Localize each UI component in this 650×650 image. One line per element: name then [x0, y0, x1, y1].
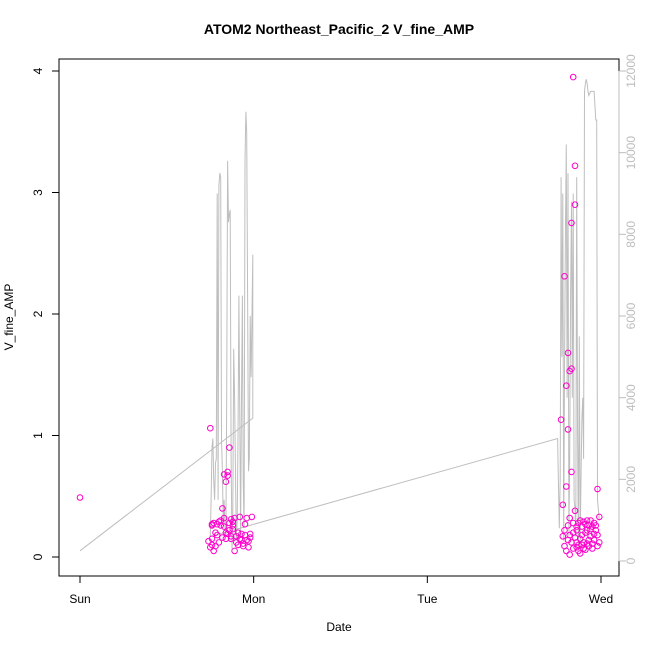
data-point: [566, 514, 574, 522]
data-point: [227, 535, 235, 543]
data-point: [217, 522, 224, 529]
data-point: [564, 349, 572, 357]
data-point: [596, 539, 603, 546]
data-point: [559, 533, 567, 540]
data-point: [563, 547, 570, 555]
data-point: [589, 523, 596, 530]
data-point: [594, 542, 601, 550]
data-point: [215, 518, 223, 526]
y-tick-label: 3: [31, 189, 45, 196]
right-y-tick-label: 10000: [624, 136, 638, 170]
data-point: [568, 219, 575, 227]
data-point: [594, 531, 601, 539]
data-point: [563, 483, 570, 490]
x-tick-label: Wed: [589, 592, 613, 606]
right-y-tick-label: 6000: [624, 302, 638, 329]
y-tick-label: 4: [31, 67, 45, 74]
data-point: [215, 539, 223, 546]
data-point: [561, 527, 568, 534]
data-point: [213, 531, 221, 539]
data-point: [594, 485, 601, 493]
right-y-tick-label: 2000: [624, 466, 638, 493]
data-point: [219, 505, 226, 512]
data-point: [576, 517, 584, 524]
x-tick-label: Sun: [69, 592, 90, 606]
data-point: [220, 514, 228, 522]
data-point: [568, 468, 575, 476]
data-point: [580, 545, 587, 552]
data-point: [207, 424, 214, 432]
x-axis: Sun Mon Tue Wed: [69, 575, 613, 606]
data-point: [596, 513, 603, 521]
data-point: [226, 444, 233, 451]
data-point: [589, 545, 596, 552]
right-y-tick-label: 0: [624, 557, 638, 564]
right-y-tick-label: 8000: [624, 221, 638, 248]
data-point: [229, 522, 237, 529]
series-line-group: [79, 79, 600, 552]
data-point: [238, 530, 245, 538]
data-point: [208, 541, 216, 549]
data-point: [573, 527, 581, 534]
data-point: [246, 534, 254, 541]
data-point: [590, 536, 598, 544]
x-tick-label: Tue: [417, 592, 438, 606]
data-point: [229, 525, 237, 533]
data-point: [224, 468, 231, 476]
data-point: [592, 522, 600, 529]
data-point: [561, 273, 568, 280]
data-point: [563, 382, 570, 390]
data-point: [208, 535, 216, 543]
data-point: [234, 529, 242, 537]
y-axis: 0 1 2 3 4: [31, 67, 60, 560]
data-point: [582, 520, 589, 528]
data-point: [564, 426, 572, 433]
data-point: [576, 550, 584, 557]
series-points-group: [76, 73, 603, 558]
data-point: [576, 535, 584, 543]
y-axis-label: V_fine_AMP: [2, 284, 16, 351]
data-point: [229, 518, 237, 526]
chart-title: ATOM2 Northeast_Pacific_2 V_fine_AMP: [204, 21, 474, 37]
x-axis-label: Date: [326, 620, 352, 634]
data-point: [226, 527, 233, 534]
data-point: [212, 542, 219, 550]
data-point: [231, 547, 238, 555]
data-point: [248, 513, 256, 521]
data-point: [220, 523, 228, 530]
data-point: [76, 494, 84, 501]
data-point: [569, 545, 577, 552]
data-point: [559, 501, 567, 509]
y-tick-label: 0: [31, 553, 45, 560]
data-point: [571, 507, 579, 515]
data-point: [568, 365, 575, 373]
data-point: [557, 416, 565, 424]
data-point: [589, 540, 596, 547]
right-y-axis: 0 2000 4000 6000 8000 10000 12000: [618, 54, 638, 564]
y-tick-label: 2: [31, 310, 45, 317]
data-point: [571, 162, 579, 170]
right-y-tick-label: 4000: [624, 384, 638, 411]
data-point: [582, 546, 589, 554]
data-point: [241, 520, 249, 528]
data-point: [564, 522, 572, 529]
data-point: [236, 513, 244, 521]
y-tick-label: 1: [31, 432, 45, 439]
data-point: [571, 201, 579, 208]
data-point: [246, 530, 254, 538]
data-point: [245, 537, 252, 545]
right-y-tick-label: 12000: [624, 54, 638, 88]
data-point: [239, 540, 247, 547]
data-point: [222, 478, 230, 486]
data-point: [569, 73, 577, 81]
series-line: [79, 79, 600, 552]
x-tick-label: Mon: [242, 592, 265, 606]
data-point: [566, 551, 574, 558]
data-point: [224, 472, 231, 479]
data-point: [219, 534, 226, 541]
